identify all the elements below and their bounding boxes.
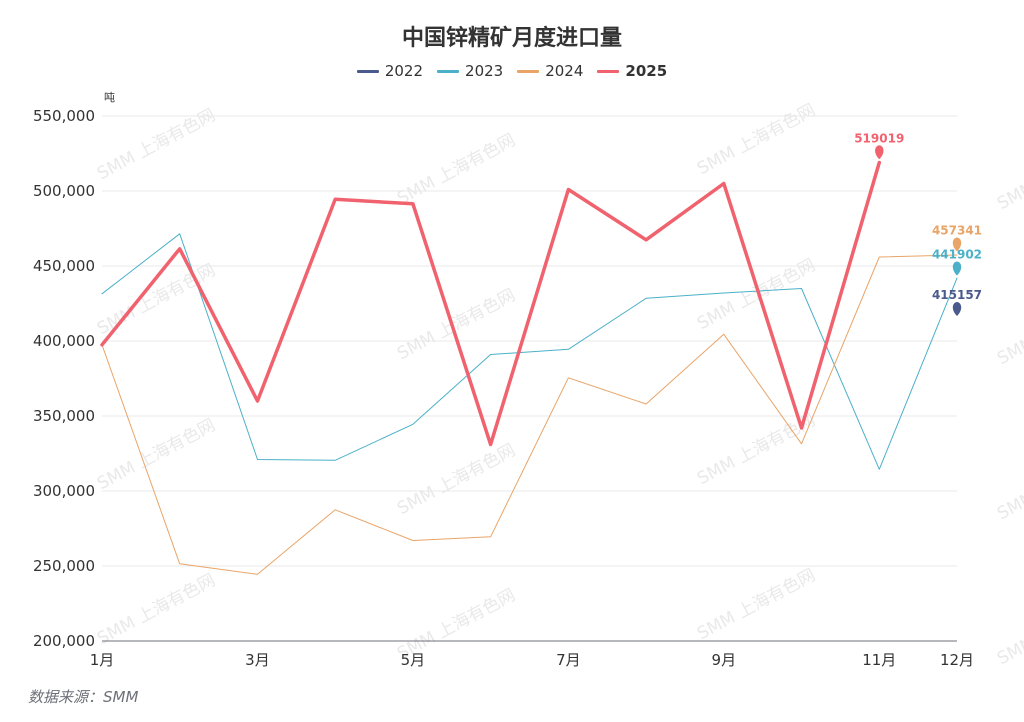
- y-tick-label: 500,000: [33, 182, 95, 200]
- y-tick-label: 200,000: [33, 632, 95, 650]
- legend-swatch: [597, 69, 620, 73]
- y-tick-label: 450,000: [33, 257, 95, 275]
- legend-swatch: [437, 69, 460, 73]
- y-tick-label: 350,000: [33, 407, 95, 425]
- legend-swatch: [517, 69, 540, 73]
- y-tick-label: 250,000: [33, 557, 95, 575]
- data-source-note: 数据来源：SMM: [28, 688, 139, 706]
- end-marker-2024: [952, 237, 962, 252]
- x-tick-label: 3月: [245, 651, 270, 669]
- x-tick-label: 7月: [556, 651, 581, 669]
- legend-label: 2023: [465, 62, 504, 80]
- y-tick-label: 300,000: [33, 482, 95, 500]
- legend-label: 2022: [384, 62, 424, 80]
- x-tick-label: 11月: [862, 651, 896, 669]
- series-line-2024: [101, 254, 958, 575]
- x-tick-label: 1月: [90, 651, 115, 669]
- legend-item-2025[interactable]: 2025: [597, 62, 667, 80]
- end-marker-2023: [952, 261, 962, 276]
- series-line-2023: [101, 233, 958, 470]
- x-tick-label: 9月: [712, 651, 737, 669]
- end-label-2024: 457341: [932, 224, 982, 238]
- end-label-2022: 415157: [932, 288, 982, 302]
- chart-title: 中国锌精矿月度进口量: [401, 26, 622, 51]
- end-marker-2022: [952, 302, 962, 316]
- legend-item-2023[interactable]: 2023: [437, 62, 503, 80]
- series-line-2025: [100, 160, 882, 447]
- legend-item-2022[interactable]: 2022: [356, 62, 424, 80]
- legend-label: 2025: [625, 62, 668, 80]
- legend-swatch: [356, 69, 379, 73]
- legend-label: 2024: [545, 62, 584, 80]
- end-label-2023: 441902: [932, 248, 982, 262]
- end-label-2025: 519019: [854, 131, 904, 145]
- x-tick-label: 5月: [401, 651, 426, 669]
- end-marker-2025: [875, 145, 884, 160]
- y-tick-label: 400,000: [33, 332, 95, 350]
- legend: 2022 2023 2024 2025: [0, 62, 1024, 80]
- x-tick-label: 12月: [940, 651, 974, 669]
- legend-item-2024[interactable]: 2024: [517, 62, 583, 80]
- y-tick-label: 550,000: [33, 107, 95, 125]
- y-axis-unit: 吨: [104, 91, 115, 104]
